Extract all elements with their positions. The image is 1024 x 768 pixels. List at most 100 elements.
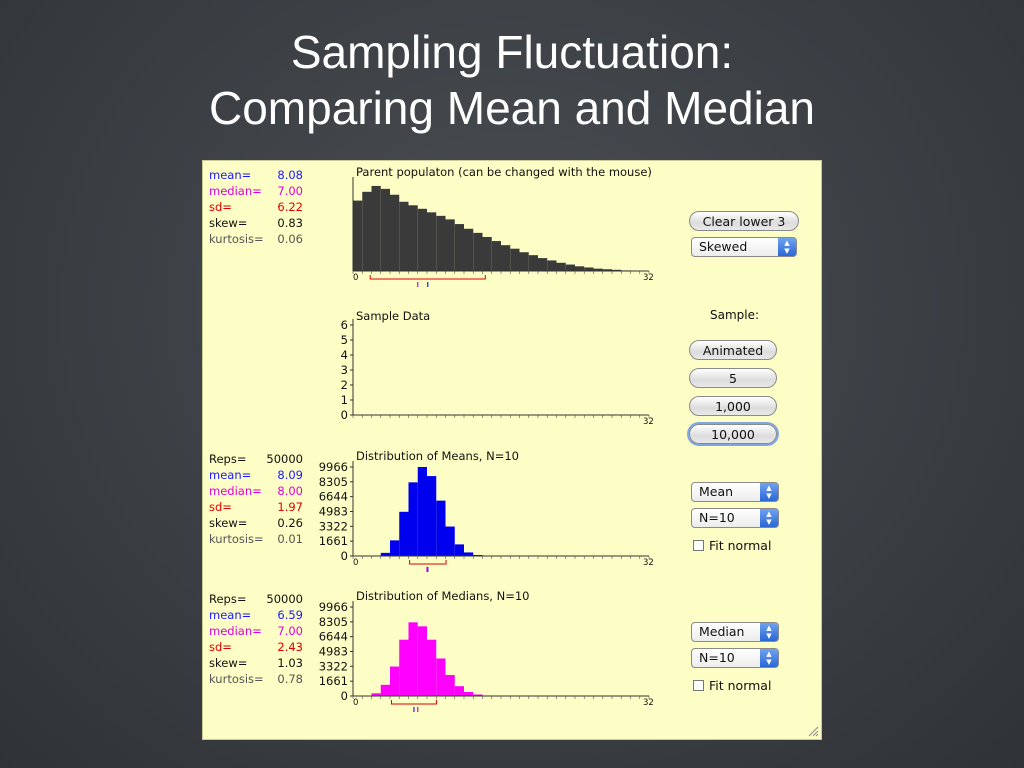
- x-tick-label: 0: [353, 273, 358, 283]
- stat-label: skew=: [209, 216, 248, 230]
- stat-value: 0.83: [277, 216, 303, 230]
- parent-population-chart[interactable]: Parent populaton (can be changed with th…: [303, 163, 663, 291]
- stat-label: kurtosis=: [209, 232, 264, 246]
- sample-5-button[interactable]: 5: [689, 368, 777, 388]
- stat-label: Reps=: [209, 592, 247, 606]
- stat-label: sd=: [209, 640, 232, 654]
- histogram-bar: [417, 467, 427, 556]
- population-shape-select[interactable]: Skewed ▲ ▼: [691, 237, 797, 257]
- y-tick-label: 1: [341, 393, 348, 407]
- histogram-bar: [436, 500, 446, 556]
- select-arrows-icon: ▲ ▼: [760, 483, 778, 501]
- histogram-bar: [408, 482, 418, 556]
- histogram-bar: [408, 622, 418, 696]
- y-tick-label: 6: [341, 318, 348, 332]
- stat-label: median=: [209, 184, 262, 198]
- histogram-bar: [473, 232, 483, 271]
- sample-10000-button[interactable]: 10,000: [689, 424, 777, 444]
- y-tick-label: 5: [341, 333, 348, 347]
- x-tick-label: 0: [353, 558, 358, 568]
- stat-row: mean= 8.09: [205, 467, 303, 483]
- sample-1000-button[interactable]: 1,000: [689, 396, 777, 416]
- histogram-bar: [390, 666, 400, 696]
- stat-row: kurtosis= 0.01: [205, 531, 303, 547]
- stat-label: mean=: [209, 608, 252, 622]
- statistic1-value: Mean: [699, 484, 734, 499]
- clear-lower-button[interactable]: Clear lower 3: [689, 211, 799, 231]
- histogram-bar: [547, 260, 557, 271]
- slide-title-line2: Comparing Mean and Median: [208, 82, 816, 134]
- slide-title-line1: Sampling Fluctuation:: [290, 26, 734, 78]
- histogram-bar: [427, 476, 437, 556]
- statistic2-select[interactable]: Median ▲ ▼: [691, 622, 779, 642]
- y-tick-label: 0: [341, 549, 348, 563]
- stat-value: 8.08: [277, 168, 303, 182]
- stat-label: sd=: [209, 200, 232, 214]
- histogram-bar: [454, 224, 464, 271]
- stat-label: median=: [209, 484, 262, 498]
- stat-value: 1.03: [277, 656, 303, 670]
- histogram-bar: [454, 686, 464, 696]
- histogram-bar: [482, 236, 492, 271]
- stat-row: sd= 6.22: [205, 199, 303, 215]
- stat-value: 50000: [266, 452, 303, 466]
- stat-label: mean=: [209, 168, 252, 182]
- x-tick-label: 32: [643, 273, 654, 283]
- histogram-bar: [501, 245, 511, 271]
- stat-row: skew= 0.83: [205, 215, 303, 231]
- medians-distribution-chart: Distribution of Medians, N=1001661332249…: [319, 589, 654, 712]
- stat-label: kurtosis=: [209, 532, 264, 546]
- y-tick-label: 1661: [319, 534, 348, 548]
- y-tick-label: 8305: [319, 475, 348, 489]
- y-tick-label: 6644: [319, 490, 348, 504]
- histogram-bar: [390, 540, 400, 556]
- y-tick-label: 1661: [319, 674, 348, 688]
- checkbox-box[interactable]: [693, 680, 704, 691]
- select-arrows-icon: ▲ ▼: [778, 238, 796, 256]
- histogram-bar: [584, 267, 594, 271]
- stat-value: 6.59: [277, 608, 303, 622]
- animated-button[interactable]: Animated: [689, 340, 777, 360]
- stat-label: Reps=: [209, 452, 247, 466]
- sd-bracket: [369, 275, 486, 280]
- histogram-bar: [371, 693, 381, 696]
- stat-row: mean= 8.08: [205, 167, 303, 183]
- resize-grip-icon[interactable]: [807, 725, 819, 737]
- chart-title: Distribution of Means, N=10: [356, 449, 519, 463]
- chart-title: Distribution of Medians, N=10: [356, 589, 530, 603]
- sd-bracket: [390, 700, 437, 705]
- sample-size2-select[interactable]: N=10 ▲ ▼: [691, 648, 779, 668]
- histogram-bar: [417, 208, 427, 271]
- histogram-bar: [510, 248, 520, 271]
- histogram-bar: [575, 266, 585, 271]
- histogram-bar: [464, 691, 474, 696]
- histogram-bar: [565, 264, 575, 271]
- statistic2-value: Median: [699, 624, 745, 639]
- y-tick-label: 4983: [319, 645, 348, 659]
- stat-label: skew=: [209, 656, 248, 670]
- sample-size1-select[interactable]: N=10 ▲ ▼: [691, 508, 779, 528]
- y-tick-label: 9966: [319, 600, 348, 614]
- checkbox-box[interactable]: [693, 540, 704, 551]
- medians-stats-panel: Reps= 50000 mean= 6.59 median= 7.00 sd= 2.43 ske…: [205, 591, 303, 687]
- fit-normal1-checkbox[interactable]: Fit normal: [693, 538, 771, 553]
- fit-normal2-label: Fit normal: [709, 678, 772, 693]
- stat-row: kurtosis= 0.78: [205, 671, 303, 687]
- stat-value: 8.00: [277, 484, 303, 498]
- histogram-bar: [473, 694, 483, 696]
- y-tick-label: 4: [341, 348, 348, 362]
- statistic1-select[interactable]: Mean ▲ ▼: [691, 482, 779, 502]
- histogram-bar: [445, 526, 455, 556]
- stat-row: sd= 2.43: [205, 639, 303, 655]
- fit-normal2-checkbox[interactable]: Fit normal: [693, 678, 771, 693]
- chart-title: Parent populaton (can be changed with th…: [356, 165, 652, 179]
- sample-size1-value: N=10: [699, 510, 735, 525]
- stat-value: 2.43: [277, 640, 303, 654]
- means-stats-panel: Reps= 50000 mean= 8.09 median= 8.00 sd= 1.97 ske…: [205, 451, 303, 547]
- means-distribution-chart: Distribution of Means, N=100166133224983…: [319, 449, 654, 572]
- population-shape-value: Skewed: [699, 239, 748, 254]
- stat-row: kurtosis= 0.06: [205, 231, 303, 247]
- sd-bracket: [409, 560, 447, 565]
- y-tick-label: 8305: [319, 615, 348, 629]
- stat-label: sd=: [209, 500, 232, 514]
